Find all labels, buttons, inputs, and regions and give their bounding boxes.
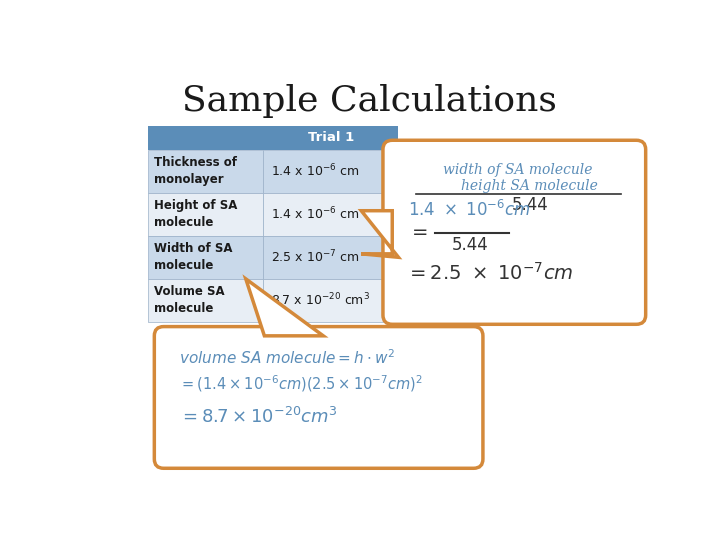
Text: $= (1.4 \times 10^{-6}cm)(2.5 \times 10^{-7}cm)^2$: $= (1.4 \times 10^{-6}cm)(2.5 \times 10^…	[179, 373, 423, 394]
Text: Sample Calculations: Sample Calculations	[181, 84, 557, 118]
FancyBboxPatch shape	[263, 150, 398, 193]
Text: 1.4 x 10$^{-6}$ cm: 1.4 x 10$^{-6}$ cm	[271, 163, 359, 179]
Text: 2.5 x 10$^{-7}$ cm: 2.5 x 10$^{-7}$ cm	[271, 249, 359, 266]
Text: width of SA molecule: width of SA molecule	[444, 164, 593, 177]
Text: 8.7 x 10$^{-20}$ cm$^{3}$: 8.7 x 10$^{-20}$ cm$^{3}$	[271, 292, 369, 309]
Text: 5.44: 5.44	[451, 236, 488, 254]
FancyBboxPatch shape	[383, 140, 646, 325]
Text: $volume\ SA\ molecule = h \cdot w^2$: $volume\ SA\ molecule = h \cdot w^2$	[179, 348, 395, 367]
FancyBboxPatch shape	[154, 327, 483, 468]
FancyBboxPatch shape	[263, 193, 398, 236]
Polygon shape	[361, 211, 398, 257]
Text: $1.4\ \times\ 10^{-6}cm$: $1.4\ \times\ 10^{-6}cm$	[408, 199, 531, 220]
Text: Trial 1: Trial 1	[307, 131, 354, 144]
Text: =: =	[412, 223, 428, 242]
FancyBboxPatch shape	[148, 193, 263, 236]
Polygon shape	[246, 279, 323, 336]
FancyBboxPatch shape	[148, 236, 263, 279]
FancyBboxPatch shape	[263, 236, 398, 279]
FancyBboxPatch shape	[148, 126, 263, 150]
Text: Height of SA
molecule: Height of SA molecule	[153, 199, 237, 229]
Text: 1.4 x 10$^{-6}$ cm: 1.4 x 10$^{-6}$ cm	[271, 206, 359, 222]
Text: 5.44: 5.44	[511, 197, 548, 214]
Text: height SA molecule: height SA molecule	[462, 179, 598, 193]
Text: $= 8.7 \times 10^{-20}cm^3$: $= 8.7 \times 10^{-20}cm^3$	[179, 407, 338, 427]
Text: Volume SA
molecule: Volume SA molecule	[153, 286, 224, 315]
FancyBboxPatch shape	[263, 126, 398, 150]
Text: $= 2.5\ \times\ 10^{-7}cm$: $= 2.5\ \times\ 10^{-7}cm$	[406, 262, 574, 284]
FancyBboxPatch shape	[263, 279, 398, 322]
FancyBboxPatch shape	[148, 279, 263, 322]
Text: Width of SA
molecule: Width of SA molecule	[153, 242, 232, 272]
FancyBboxPatch shape	[148, 150, 263, 193]
Text: Thickness of
monolayer: Thickness of monolayer	[153, 156, 237, 186]
